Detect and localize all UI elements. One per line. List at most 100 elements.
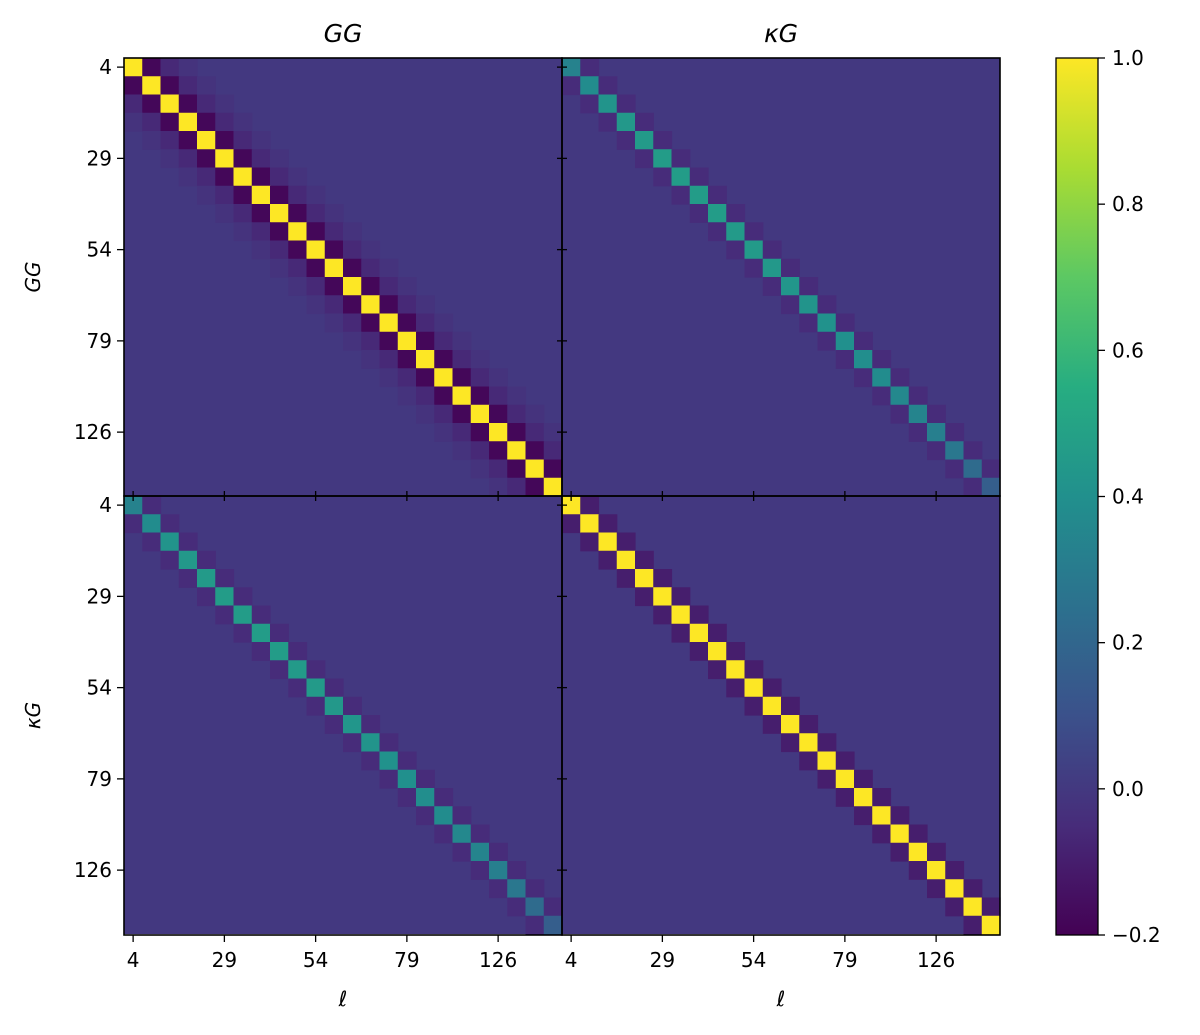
heatmap-cell bbox=[890, 368, 910, 388]
heatmap-cell bbox=[251, 149, 271, 169]
heatmap-cell bbox=[306, 222, 326, 242]
heatmap-cell bbox=[434, 423, 454, 442]
heatmap-cell bbox=[197, 587, 216, 607]
colorbar: 1.0 0.8 0.6 0.4 0.2 0.0 −0.2 bbox=[1055, 46, 1161, 947]
heatmap-cell bbox=[927, 842, 946, 862]
heatmap-cell bbox=[963, 459, 983, 479]
heatmap-cell bbox=[142, 532, 162, 552]
heatmap-cell bbox=[270, 240, 289, 260]
heatmap-cell bbox=[306, 678, 326, 698]
heatmap-cell bbox=[178, 569, 198, 588]
heatmap-cell bbox=[744, 696, 764, 716]
heatmap-cell bbox=[197, 149, 216, 169]
heatmap-cell bbox=[361, 258, 381, 278]
heatmap-cell bbox=[489, 368, 508, 388]
heatmap-cell bbox=[507, 897, 527, 917]
heatmap-cell bbox=[215, 605, 235, 625]
y-tick-label: 79 bbox=[87, 767, 112, 791]
heatmap-cell bbox=[963, 897, 983, 917]
y-tick-label: 54 bbox=[87, 238, 112, 262]
heatmap-cell bbox=[452, 423, 472, 442]
heatmap-cell bbox=[233, 149, 253, 169]
heatmap-cell bbox=[343, 258, 362, 278]
heatmap-cell bbox=[160, 58, 180, 77]
heatmap-cell bbox=[799, 277, 819, 296]
heatmap-cell bbox=[507, 459, 527, 479]
colorbar-gradient bbox=[1055, 57, 1099, 936]
heatmap-cell bbox=[434, 350, 454, 369]
heatmap-cell bbox=[689, 642, 709, 661]
heatmap-cell bbox=[452, 806, 472, 826]
heatmap-cell bbox=[580, 496, 600, 515]
x-tick-label: 54 bbox=[741, 948, 766, 972]
heatmap-cell bbox=[963, 915, 983, 935]
x-tick-label: 4 bbox=[127, 948, 140, 972]
x-axis-label: ℓ bbox=[338, 987, 348, 1011]
heatmap-cell bbox=[525, 879, 545, 899]
heatmap-cell bbox=[598, 112, 618, 132]
x-tick-label: 79 bbox=[394, 948, 419, 972]
heatmap-cell bbox=[507, 423, 527, 442]
heatmap-cell bbox=[233, 222, 253, 242]
heatmap-cell bbox=[251, 623, 271, 643]
heatmap-cell bbox=[306, 295, 326, 315]
heatmap-cell bbox=[817, 313, 837, 333]
heatmap-cell bbox=[635, 112, 654, 132]
heatmap-cell bbox=[324, 678, 344, 698]
heatmap-cell bbox=[434, 806, 454, 826]
heatmap-cell bbox=[160, 76, 180, 96]
heatmap-cell bbox=[233, 605, 253, 625]
heatmap-cell bbox=[963, 879, 983, 899]
heatmap-cell bbox=[416, 769, 435, 789]
heatmap-cell bbox=[215, 167, 235, 187]
heatmap-cell bbox=[306, 204, 326, 223]
heatmap-cell bbox=[562, 496, 581, 515]
heatmap-cell bbox=[945, 459, 965, 479]
heatmap-cell bbox=[689, 623, 709, 643]
heatmap-cell bbox=[379, 313, 399, 333]
heatmap-cell bbox=[160, 94, 180, 114]
heatmap-cell bbox=[251, 204, 271, 223]
axis-labels: 4 4 4 4 29 29 29 29 54 54 54 54 79 79 79 79 126 126 126 126… bbox=[21, 19, 955, 1011]
heatmap-cell bbox=[854, 806, 873, 826]
heatmap-cell bbox=[379, 368, 399, 388]
heatmap-cell bbox=[489, 879, 508, 899]
heatmap-cell bbox=[288, 204, 308, 223]
heatmap-cell bbox=[379, 350, 399, 369]
heatmap-cell bbox=[270, 185, 289, 205]
heatmap-cell bbox=[142, 514, 162, 534]
heatmap-cell bbox=[397, 277, 417, 296]
heatmap-cell bbox=[708, 642, 727, 661]
heatmap-cell bbox=[288, 642, 308, 661]
axis-ticks bbox=[117, 66, 937, 942]
heatmap-cell bbox=[872, 368, 892, 388]
heatmap-cell bbox=[890, 386, 910, 406]
heatmap-cell bbox=[215, 185, 235, 205]
heatmap-cell bbox=[854, 331, 873, 351]
heatmap-cell bbox=[379, 769, 399, 789]
heatmap-cell bbox=[124, 58, 143, 77]
heatmap-cell bbox=[470, 459, 490, 479]
heatmap-cell bbox=[489, 477, 508, 497]
heatmap-cell bbox=[270, 204, 289, 223]
heatmap-cell bbox=[197, 76, 216, 96]
heatmap-cell bbox=[963, 441, 983, 461]
heatmap-cell bbox=[580, 514, 600, 534]
heatmap-cell bbox=[452, 824, 472, 844]
heatmap-cell bbox=[343, 733, 362, 753]
heatmap-cell bbox=[726, 240, 746, 260]
heatmap-cell bbox=[233, 204, 253, 223]
heatmap-cell bbox=[762, 715, 782, 734]
column-title: GG bbox=[324, 19, 363, 48]
heatmap-cell bbox=[470, 350, 490, 369]
heatmap-cell bbox=[762, 277, 782, 296]
y-tick-label: 29 bbox=[87, 584, 112, 608]
heatmap-cell bbox=[489, 441, 508, 461]
heatmap-cell bbox=[361, 277, 381, 296]
heatmap-cell bbox=[197, 94, 216, 114]
y-tick-label: 79 bbox=[87, 329, 112, 353]
heatmap-cell bbox=[489, 423, 508, 442]
heatmap-cell bbox=[598, 550, 618, 570]
heatmap-cell bbox=[635, 550, 654, 570]
panel-frames bbox=[123, 57, 1001, 936]
